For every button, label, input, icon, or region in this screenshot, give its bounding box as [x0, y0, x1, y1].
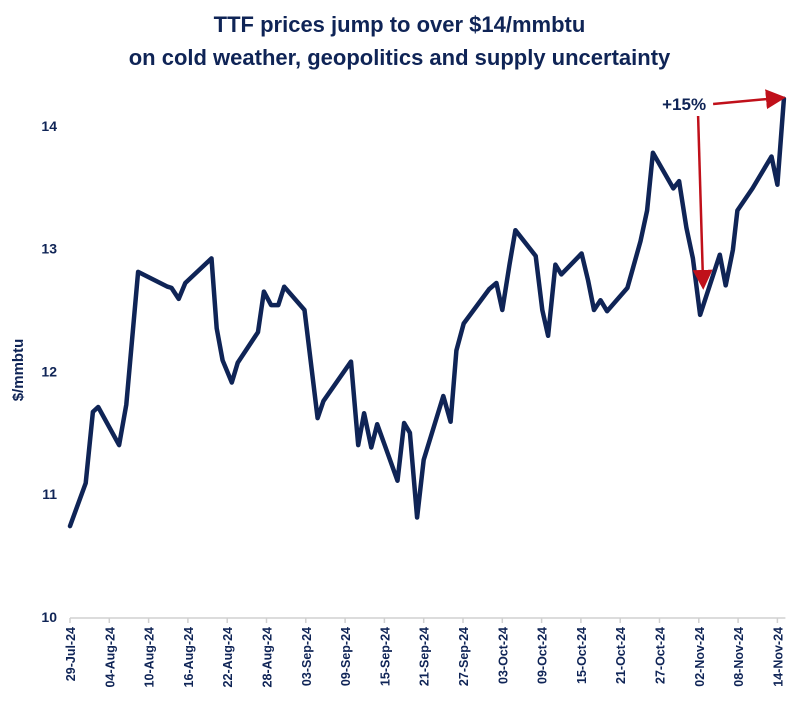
y-axis-label: $/mmbtu: [10, 339, 27, 402]
x-tick-label: 10-Aug-24: [143, 627, 157, 687]
x-tick-label: 14-Nov-24: [771, 627, 785, 687]
x-tick-label: 15-Sep-24: [378, 627, 392, 686]
annotation-arrow-down: [692, 115, 713, 290]
x-tick-label: 09-Sep-24: [339, 627, 353, 686]
annotation-group: +15%: [662, 89, 786, 290]
y-tick-label: 13: [41, 241, 57, 257]
x-tick-label: 27-Sep-24: [457, 627, 471, 686]
x-tick-label: 21-Oct-24: [614, 627, 628, 684]
y-tick-label: 14: [41, 118, 57, 134]
x-tick-label: 29-Jul-24: [64, 627, 78, 681]
y-tick-label: 11: [42, 486, 57, 502]
x-tick-label: 08-Nov-24: [732, 627, 746, 687]
x-tick-label: 03-Sep-24: [300, 627, 314, 686]
x-tick-label: 15-Oct-24: [575, 627, 589, 684]
x-tick-label: 09-Oct-24: [536, 627, 550, 684]
x-tick-label: 21-Sep-24: [418, 627, 432, 686]
x-tick-label: 04-Aug-24: [103, 627, 117, 687]
x-tick-label: 03-Oct-24: [496, 627, 510, 684]
x-tick-label: 22-Aug-24: [221, 627, 235, 687]
annotation-arrow-right: [712, 89, 786, 110]
x-tick-label: 16-Aug-24: [182, 627, 196, 687]
y-tick-label: 10: [41, 609, 57, 625]
x-tick-label: 28-Aug-24: [261, 627, 275, 687]
x-tick-label: 02-Nov-24: [693, 627, 707, 687]
x-axis: 29-Jul-24 04-Aug-24 10-Aug-24 16-Aug-24 22-A…: [64, 617, 786, 687]
chart-title-line-2: on cold weather, geopolitics and supply …: [128, 45, 671, 70]
chart-title-line-1: TTF prices jump to over $14/mmbtu: [213, 12, 586, 37]
x-tick-label: 27-Oct-24: [654, 627, 668, 684]
series-line-ttf: [67, 96, 787, 529]
series-group: [67, 96, 787, 529]
chart-title: TTF prices jump to over $14/mmbtu on col…: [0, 8, 799, 74]
annotation-label: +15%: [662, 95, 706, 114]
y-tick-label: 12: [41, 363, 57, 379]
y-axis: 10 11 12 13 14: [41, 118, 57, 625]
